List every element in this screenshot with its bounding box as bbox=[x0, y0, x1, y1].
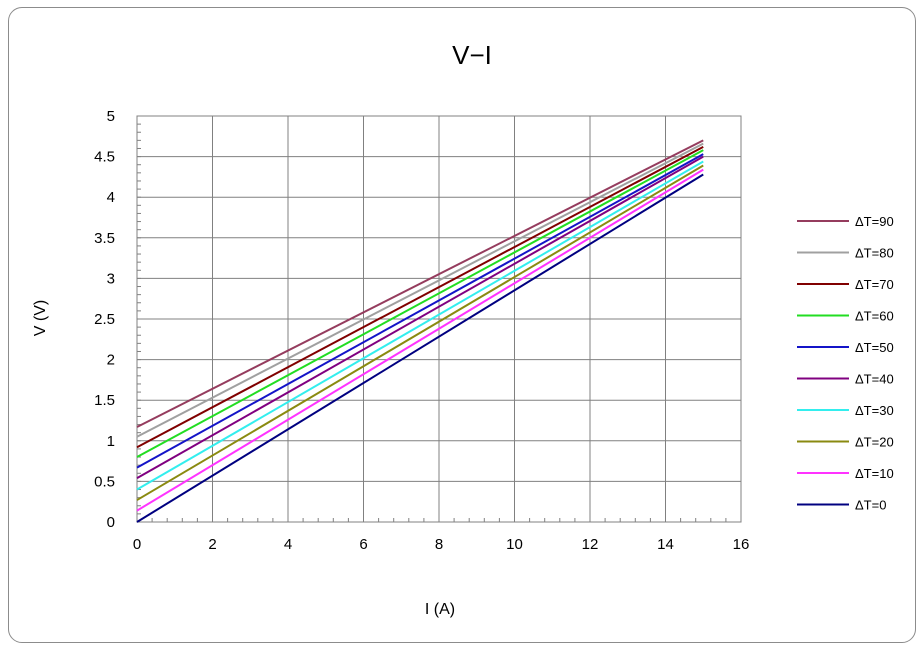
legend-entry: ΔT=80 bbox=[855, 246, 894, 261]
series-line bbox=[136, 145, 704, 449]
legend-entry: ΔT=70 bbox=[855, 277, 894, 292]
series-lines bbox=[136, 139, 704, 523]
series-line bbox=[136, 168, 704, 512]
chart-frame bbox=[8, 7, 916, 643]
x-tick-label: 10 bbox=[506, 536, 523, 553]
y-axis-label: V (V) bbox=[32, 300, 49, 336]
y-tick-label: 4 bbox=[107, 189, 115, 206]
x-tick-label: 0 bbox=[133, 536, 141, 553]
x-tick-label: 6 bbox=[359, 536, 367, 553]
legend-entry: ΔT=40 bbox=[855, 372, 894, 387]
series-line bbox=[136, 155, 704, 480]
legend-entry: ΔT=0 bbox=[855, 498, 886, 513]
legend-entry: ΔT=60 bbox=[855, 309, 894, 324]
legend-entry: ΔT=20 bbox=[855, 435, 894, 450]
x-tick-label: 8 bbox=[435, 536, 443, 553]
x-tick-label: 2 bbox=[208, 536, 216, 553]
y-tick-label: 1.5 bbox=[94, 392, 115, 409]
y-tick-label: 3 bbox=[107, 270, 115, 287]
y-tick-label: 2.5 bbox=[94, 311, 115, 328]
legend-entry: ΔT=50 bbox=[855, 340, 894, 355]
y-tick-label: 0 bbox=[107, 514, 115, 531]
x-tick-label: 14 bbox=[657, 536, 674, 553]
plot-area bbox=[136, 115, 742, 523]
chart-title: V−I bbox=[452, 40, 492, 70]
series-line bbox=[136, 142, 704, 438]
y-tick-label: 5 bbox=[107, 108, 115, 125]
series-line bbox=[136, 173, 704, 523]
series-line bbox=[136, 164, 704, 501]
legend: ΔT=90 ΔT=80 ΔT=70 ΔT=60 ΔT=50 ΔT=40 ΔT=30 ΔT=20… bbox=[797, 214, 894, 513]
y-tick-label: 2 bbox=[107, 352, 115, 369]
x-axis-label: I (A) bbox=[425, 601, 455, 618]
y-tick-label: 4.5 bbox=[94, 149, 115, 166]
x-tick-labels: 0 2 4 6 8 10 12 14 16 bbox=[133, 536, 750, 553]
legend-entry: ΔT=90 bbox=[855, 214, 894, 229]
grid-lines bbox=[136, 115, 742, 523]
y-tick-label: 3.5 bbox=[94, 230, 115, 247]
series-line bbox=[136, 139, 704, 428]
series-line bbox=[136, 153, 704, 469]
series-line bbox=[136, 160, 704, 491]
legend-entry: ΔT=10 bbox=[855, 466, 894, 481]
y-tick-labels: 0 0.5 1 1.5 2 2.5 3 3.5 4 4.5 5 bbox=[94, 108, 115, 531]
y-tick-label: 0.5 bbox=[94, 473, 115, 490]
legend-entry: ΔT=30 bbox=[855, 403, 894, 418]
y-tick-label: 1 bbox=[107, 433, 115, 450]
x-tick-label: 12 bbox=[582, 536, 599, 553]
x-tick-label: 16 bbox=[733, 536, 750, 553]
x-tick-label: 4 bbox=[284, 536, 292, 553]
series-line bbox=[136, 149, 704, 458]
